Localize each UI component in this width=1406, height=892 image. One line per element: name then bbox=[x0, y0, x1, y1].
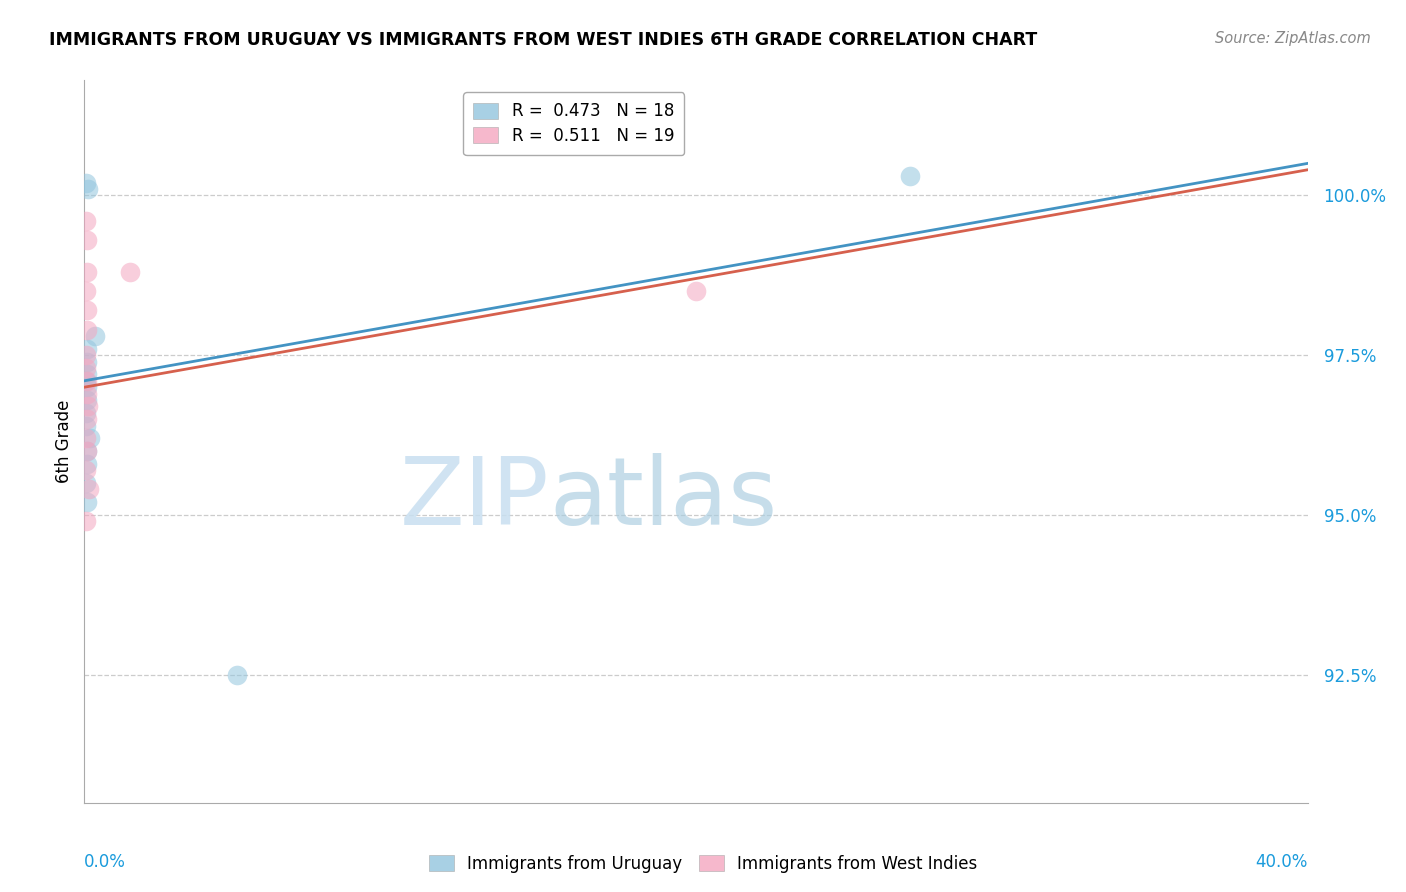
Point bbox=[75, 431, 97, 445]
Point bbox=[75, 176, 97, 190]
Point bbox=[76, 380, 98, 394]
Point bbox=[76, 495, 98, 509]
Point bbox=[685, 285, 707, 299]
Point bbox=[76, 386, 98, 401]
Text: atlas: atlas bbox=[550, 453, 778, 545]
Point bbox=[79, 431, 101, 445]
Point bbox=[75, 374, 97, 388]
Point bbox=[76, 444, 98, 458]
Point bbox=[76, 444, 98, 458]
Point bbox=[75, 214, 97, 228]
Point bbox=[77, 182, 100, 196]
Point bbox=[75, 361, 97, 376]
Legend: Immigrants from Uruguay, Immigrants from West Indies: Immigrants from Uruguay, Immigrants from… bbox=[422, 848, 984, 880]
Point bbox=[76, 374, 98, 388]
Point bbox=[76, 368, 98, 382]
Point bbox=[76, 233, 98, 247]
Legend: R =  0.473   N = 18, R =  0.511   N = 19: R = 0.473 N = 18, R = 0.511 N = 19 bbox=[463, 92, 685, 155]
Point bbox=[76, 342, 98, 356]
Point bbox=[76, 323, 98, 337]
Point bbox=[226, 668, 249, 682]
Point bbox=[120, 265, 142, 279]
Point bbox=[76, 303, 98, 318]
Text: ZIP: ZIP bbox=[399, 453, 550, 545]
Point bbox=[75, 418, 97, 433]
Y-axis label: 6th Grade: 6th Grade bbox=[55, 400, 73, 483]
Text: 0.0%: 0.0% bbox=[84, 854, 127, 871]
Point bbox=[898, 169, 921, 184]
Text: IMMIGRANTS FROM URUGUAY VS IMMIGRANTS FROM WEST INDIES 6TH GRADE CORRELATION CHA: IMMIGRANTS FROM URUGUAY VS IMMIGRANTS FR… bbox=[49, 31, 1038, 49]
Point bbox=[77, 483, 100, 497]
Point bbox=[76, 265, 98, 279]
Point bbox=[76, 354, 98, 368]
Point bbox=[75, 515, 97, 529]
Point bbox=[76, 457, 98, 471]
Point bbox=[76, 412, 98, 426]
Point bbox=[76, 392, 98, 407]
Point bbox=[75, 348, 97, 362]
Text: 40.0%: 40.0% bbox=[1256, 854, 1308, 871]
Point bbox=[75, 406, 97, 420]
Point bbox=[75, 285, 97, 299]
Point bbox=[84, 329, 107, 343]
Point bbox=[75, 476, 97, 491]
Point bbox=[75, 463, 97, 477]
Point bbox=[77, 400, 100, 414]
Text: Source: ZipAtlas.com: Source: ZipAtlas.com bbox=[1215, 31, 1371, 46]
